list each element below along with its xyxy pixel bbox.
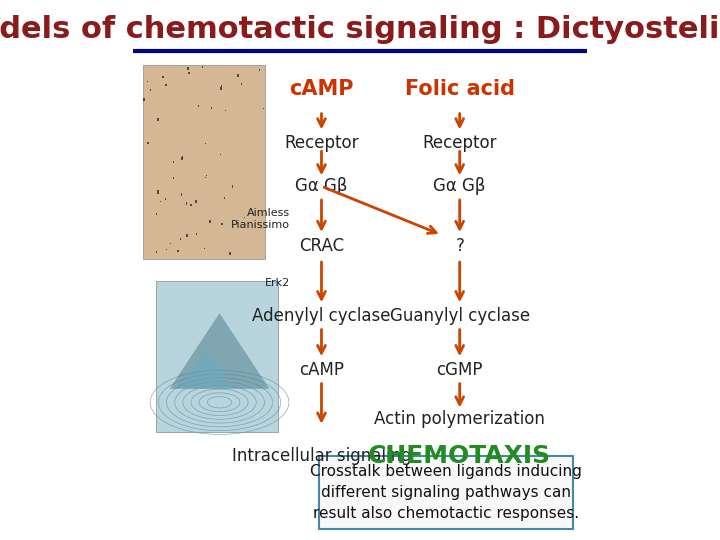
Bar xyxy=(181,157,183,160)
Bar xyxy=(223,197,225,199)
Bar xyxy=(211,107,212,109)
Text: Intracellular signaling: Intracellular signaling xyxy=(232,447,411,465)
Text: CHEMOTAXIS: CHEMOTAXIS xyxy=(368,444,552,468)
Bar xyxy=(238,73,239,77)
Bar xyxy=(160,201,161,202)
Bar xyxy=(195,200,197,202)
Text: Receptor: Receptor xyxy=(423,134,497,152)
Bar xyxy=(220,87,222,90)
Bar xyxy=(156,213,157,215)
Bar xyxy=(190,204,192,206)
Text: ?: ? xyxy=(455,237,464,255)
Bar xyxy=(232,185,233,188)
Text: CRAC: CRAC xyxy=(299,237,344,255)
Bar xyxy=(186,202,187,205)
Text: Aimless
Pianissimo: Aimless Pianissimo xyxy=(231,208,289,230)
Bar xyxy=(205,177,206,178)
Bar xyxy=(241,83,242,85)
FancyBboxPatch shape xyxy=(319,456,573,529)
Text: Gα Gβ: Gα Gβ xyxy=(295,177,348,195)
Bar xyxy=(148,142,149,144)
Bar xyxy=(165,198,166,200)
Bar xyxy=(147,81,148,83)
Text: Guanylyl cyclase: Guanylyl cyclase xyxy=(390,307,530,325)
Text: Adenylyl cyclase: Adenylyl cyclase xyxy=(252,307,391,325)
Bar xyxy=(220,85,222,87)
Bar xyxy=(202,66,203,68)
Bar xyxy=(181,193,182,196)
Bar xyxy=(258,69,260,71)
Text: cGMP: cGMP xyxy=(436,361,483,379)
Text: Models of chemotactic signaling : Dictyostelium: Models of chemotactic signaling : Dictyo… xyxy=(0,15,720,44)
Text: Folic acid: Folic acid xyxy=(405,79,515,99)
Bar xyxy=(157,118,158,120)
Bar xyxy=(156,281,279,432)
Bar xyxy=(143,98,145,100)
Bar xyxy=(186,234,188,237)
Bar xyxy=(173,177,174,179)
Bar xyxy=(150,89,151,91)
Text: Crosstalk between ligands inducing
different signaling pathways can
result also : Crosstalk between ligands inducing diffe… xyxy=(310,464,582,521)
Bar xyxy=(229,252,231,255)
Polygon shape xyxy=(170,313,269,389)
Text: Erk2: Erk2 xyxy=(264,279,289,288)
Bar xyxy=(187,67,189,70)
Bar xyxy=(162,76,163,78)
Polygon shape xyxy=(179,351,233,389)
Bar xyxy=(182,156,184,158)
Bar xyxy=(156,251,157,253)
Bar xyxy=(143,65,265,259)
Text: cAMP: cAMP xyxy=(299,361,344,379)
Bar xyxy=(198,105,199,106)
Text: cAMP: cAMP xyxy=(289,79,354,99)
Bar xyxy=(180,238,181,240)
Bar xyxy=(210,220,211,223)
Bar xyxy=(157,191,159,193)
Bar xyxy=(177,249,179,252)
Text: Actin polymerization: Actin polymerization xyxy=(374,409,545,428)
Text: Receptor: Receptor xyxy=(284,134,359,152)
Text: Gα Gβ: Gα Gβ xyxy=(433,177,486,195)
Bar xyxy=(189,72,190,75)
Bar xyxy=(166,249,167,251)
